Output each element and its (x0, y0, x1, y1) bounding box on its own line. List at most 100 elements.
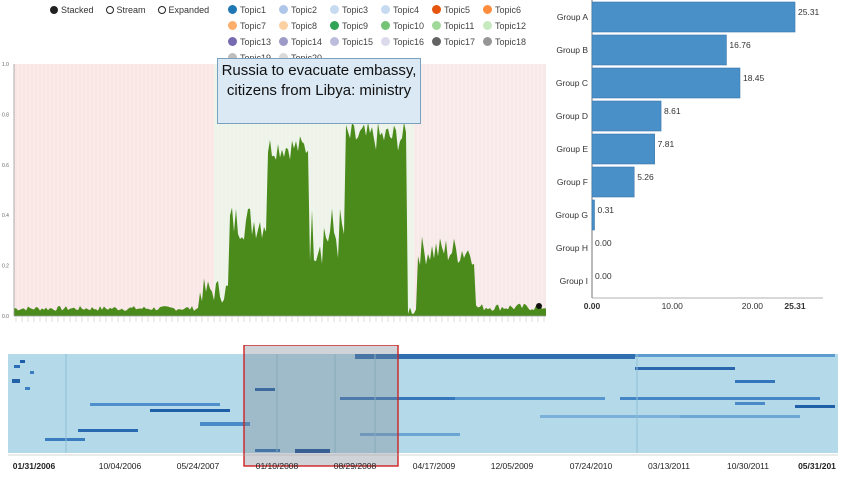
legend-label: Topic6 (495, 4, 522, 15)
legend-label: Topic5 (444, 4, 471, 15)
heatmap-cell (255, 449, 280, 452)
legend-item-topic18[interactable]: Topic18 (483, 35, 534, 48)
legend-swatch (228, 21, 237, 30)
heatmap-cell (620, 397, 820, 400)
legend-swatch (330, 21, 339, 30)
radio-label: Stacked (61, 5, 94, 15)
legend-label: Topic14 (291, 36, 323, 47)
legend-swatch (330, 5, 339, 14)
heatmap-cell (12, 379, 20, 383)
legend-swatch (432, 5, 441, 14)
legend-item-topic12[interactable]: Topic12 (483, 19, 534, 32)
legend-swatch (279, 37, 288, 46)
bar-value-label: 0.31 (597, 205, 614, 215)
bar (591, 34, 727, 66)
view-mode-selector: Stacked Stream Expanded (50, 4, 209, 16)
heatmap-cell (30, 371, 34, 374)
timeline-date-label: 10/04/2006 (99, 461, 142, 471)
legend-item-topic9[interactable]: Topic9 (330, 19, 381, 32)
legend-swatch (432, 37, 441, 46)
legend-item-topic7[interactable]: Topic7 (228, 19, 279, 32)
bar-x-tick-label: 10.00 (662, 301, 684, 311)
topic-legend: Topic1 Topic2 Topic3 Topic4 Topic5 Topic6 Topi… (228, 3, 538, 64)
heatmap-cell (795, 405, 835, 408)
timeline-date-label: 08/29/2008 (334, 461, 377, 471)
legend-item-topic13[interactable]: Topic13 (228, 35, 279, 48)
bar (591, 166, 635, 198)
legend-item-topic20[interactable]: Topic20 (279, 51, 330, 64)
y-tick-label: 0.2 (2, 264, 9, 270)
heatmap-cell (360, 433, 460, 436)
bar-value-label: 25.31 (798, 7, 820, 17)
legend-label: Topic15 (342, 36, 374, 47)
legend-item-topic2[interactable]: Topic2 (279, 3, 330, 16)
legend-item-topic1[interactable]: Topic1 (228, 3, 279, 16)
heatmap-cell (25, 387, 30, 390)
timeline-heatmap[interactable]: 01/31/2006 10/04/2006 05/24/2007 01/10/2008… (0, 345, 841, 478)
y-tick-label: 0.6 (2, 163, 9, 169)
legend-swatch (279, 21, 288, 30)
legend-item-topic19[interactable]: Topic19 (228, 51, 279, 64)
legend-label: Topic17 (444, 36, 476, 47)
heatmap-strip (355, 354, 635, 359)
legend-item-topic5[interactable]: Topic5 (432, 3, 483, 16)
legend-swatch (330, 37, 339, 46)
bar-category-label: Group F (557, 177, 588, 187)
legend-swatch (228, 37, 237, 46)
heatmap-cell (45, 438, 85, 441)
heatmap-cell (735, 380, 775, 383)
end-marker (536, 303, 542, 309)
highlighted-topic-area[interactable] (14, 122, 546, 316)
timeline-date-label: 07/24/2010 (570, 461, 613, 471)
legend-swatch (381, 21, 390, 30)
legend-item-topic3[interactable]: Topic3 (330, 3, 381, 16)
radio-label: Stream (116, 5, 146, 15)
legend-item-topic17[interactable]: Topic17 (432, 35, 483, 48)
bar-category-label: Group B (556, 45, 588, 55)
legend-item-topic16[interactable]: Topic16 (381, 35, 432, 48)
bar-value-label: 8.61 (664, 106, 681, 116)
heatmap-cell (340, 397, 460, 400)
timeline-date-label: 05/31/201 (798, 461, 836, 471)
radio-indicator (157, 6, 166, 14)
timeline-date-label: 01/10/2008 (256, 461, 299, 471)
legend-label: Topic4 (393, 4, 420, 15)
legend-label: Topic1 (240, 4, 267, 15)
bar-category-label: Group I (560, 276, 588, 286)
heatmap-cell (295, 449, 330, 453)
legend-item-topic15[interactable]: Topic15 (330, 35, 381, 48)
legend-swatch (381, 37, 390, 46)
bar-category-label: Group G (555, 210, 588, 220)
group-bar-chart: Group A 25.31 Group B 16.76 Group C 18.45 Grou… (555, 0, 823, 311)
timeline-selection-brush[interactable] (243, 345, 399, 467)
legend-item-topic14[interactable]: Topic14 (279, 35, 330, 48)
view-mode-radio-stream[interactable]: Stream (105, 4, 146, 16)
legend-label: Topic2 (291, 4, 318, 15)
legend-item-topic6[interactable]: Topic6 (483, 3, 534, 16)
legend-item-topic11[interactable]: Topic11 (432, 19, 483, 32)
heatmap-cell (200, 422, 250, 426)
radio-indicator (105, 6, 114, 14)
timeline-date-label: 03/13/2011 (648, 461, 690, 471)
legend-label: Topic20 (291, 53, 322, 63)
view-mode-radio-stacked[interactable]: Stacked (50, 4, 94, 16)
legend-item-topic10[interactable]: Topic10 (381, 19, 432, 32)
bar-category-label: Group A (557, 12, 589, 22)
legend-swatch (483, 21, 492, 30)
heatmap-cell (90, 403, 220, 406)
heatmap-cell (20, 360, 25, 363)
legend-item-topic8[interactable]: Topic8 (279, 19, 330, 32)
bar-x-tick-label: 25.31 (784, 301, 806, 311)
radio-indicator (50, 6, 58, 14)
topic-stream-graph[interactable]: 0.0 0.2 0.4 0.6 0.8 1.0 (0, 58, 548, 330)
bar-value-label: 16.76 (729, 40, 751, 50)
legend-swatch (483, 37, 492, 46)
bar-category-label: Group C (556, 78, 588, 88)
legend-label: Topic9 (342, 20, 369, 31)
legend-item-topic4[interactable]: Topic4 (381, 3, 432, 16)
bar (591, 199, 595, 231)
view-mode-radio-expanded[interactable]: Expanded (157, 4, 209, 16)
timeline-date-label: 10/30/2011 (727, 461, 769, 471)
bar (591, 100, 662, 132)
heatmap-cell (78, 429, 138, 432)
